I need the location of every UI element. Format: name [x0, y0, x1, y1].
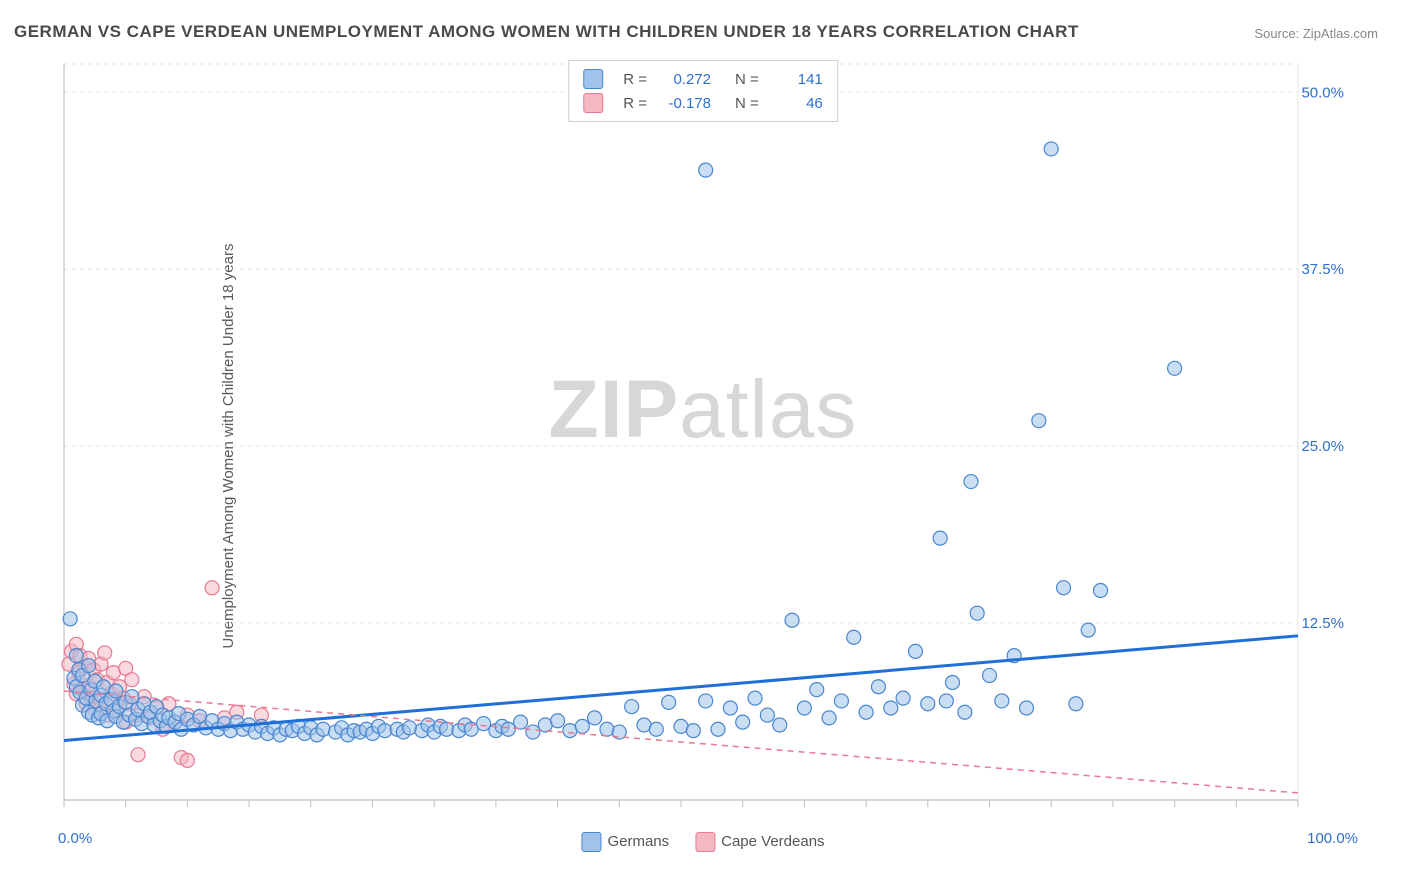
- n-value: 46: [773, 95, 823, 112]
- data-point: [748, 691, 762, 705]
- data-point: [908, 644, 922, 658]
- legend-item: Cape Verdeans: [695, 832, 824, 852]
- data-point: [896, 691, 910, 705]
- y-tick-label: 25.0%: [1301, 438, 1344, 455]
- legend-swatch: [583, 69, 603, 89]
- legend-swatch: [695, 832, 715, 852]
- data-point: [1057, 581, 1071, 595]
- data-point: [1069, 697, 1083, 711]
- y-tick-label: 37.5%: [1301, 261, 1344, 278]
- y-tick-label: 12.5%: [1301, 615, 1344, 632]
- legend-swatch: [581, 832, 601, 852]
- data-point: [526, 725, 540, 739]
- data-point: [736, 715, 750, 729]
- data-point: [588, 711, 602, 725]
- data-point: [63, 612, 77, 626]
- legend-label: Germans: [607, 833, 669, 850]
- data-point: [785, 613, 799, 627]
- scatter-plot: 12.5% 25.0% 37.5% 50.0%: [58, 58, 1358, 818]
- n-label: N =: [735, 95, 759, 112]
- data-point: [82, 659, 96, 673]
- data-point: [686, 724, 700, 738]
- data-point: [477, 717, 491, 731]
- data-point: [760, 708, 774, 722]
- correlation-legend: R = 0.272 N = 141 R = -0.178 N = 46: [568, 60, 838, 122]
- data-point: [1081, 623, 1095, 637]
- data-point: [403, 721, 417, 735]
- data-point: [933, 531, 947, 545]
- legend-row: R = 0.272 N = 141: [583, 67, 823, 91]
- legend-item: Germans: [581, 832, 669, 852]
- data-point: [773, 718, 787, 732]
- data-point: [970, 606, 984, 620]
- r-label: R =: [623, 95, 647, 112]
- n-label: N =: [735, 71, 759, 88]
- data-point: [205, 581, 219, 595]
- n-value: 141: [773, 71, 823, 88]
- data-point: [649, 722, 663, 736]
- data-point: [964, 475, 978, 489]
- data-point: [180, 753, 194, 767]
- data-point: [625, 700, 639, 714]
- data-point: [131, 748, 145, 762]
- data-point: [723, 701, 737, 715]
- source-name: ZipAtlas.com: [1303, 26, 1378, 41]
- data-point: [939, 694, 953, 708]
- data-point: [575, 719, 589, 733]
- data-point: [501, 722, 515, 736]
- legend-swatch: [583, 93, 603, 113]
- source-label: Source:: [1254, 26, 1299, 41]
- r-label: R =: [623, 71, 647, 88]
- data-point: [98, 646, 112, 660]
- trend-line: [64, 691, 1298, 793]
- data-point: [822, 711, 836, 725]
- data-point: [1168, 361, 1182, 375]
- data-point: [1094, 584, 1108, 598]
- data-point: [983, 668, 997, 682]
- legend-row: R = -0.178 N = 46: [583, 91, 823, 115]
- data-point: [847, 630, 861, 644]
- data-point: [871, 680, 885, 694]
- data-point: [958, 705, 972, 719]
- legend-label: Cape Verdeans: [721, 833, 824, 850]
- x-axis-min: 0.0%: [58, 830, 92, 847]
- data-point: [514, 715, 528, 729]
- data-point: [945, 676, 959, 690]
- chart-title: GERMAN VS CAPE VERDEAN UNEMPLOYMENT AMON…: [14, 22, 1079, 42]
- x-axis-max: 100.0%: [1307, 830, 1358, 847]
- data-point: [125, 673, 139, 687]
- data-point: [316, 722, 330, 736]
- data-point: [662, 695, 676, 709]
- data-point: [699, 694, 713, 708]
- y-tick-label: 50.0%: [1301, 84, 1344, 101]
- series-legend: Germans Cape Verdeans: [581, 832, 824, 852]
- data-point: [995, 694, 1009, 708]
- data-point: [711, 722, 725, 736]
- data-point: [921, 697, 935, 711]
- r-value: 0.272: [661, 71, 711, 88]
- data-point: [1044, 142, 1058, 156]
- data-point: [699, 163, 713, 177]
- data-point: [1020, 701, 1034, 715]
- data-point: [834, 694, 848, 708]
- data-point: [1032, 414, 1046, 428]
- data-point: [69, 649, 83, 663]
- data-point: [600, 722, 614, 736]
- data-point: [551, 714, 565, 728]
- source-attribution: Source: ZipAtlas.com: [1254, 26, 1378, 41]
- data-point: [810, 683, 824, 697]
- data-point: [797, 701, 811, 715]
- r-value: -0.178: [661, 95, 711, 112]
- data-point: [884, 701, 898, 715]
- data-point: [859, 705, 873, 719]
